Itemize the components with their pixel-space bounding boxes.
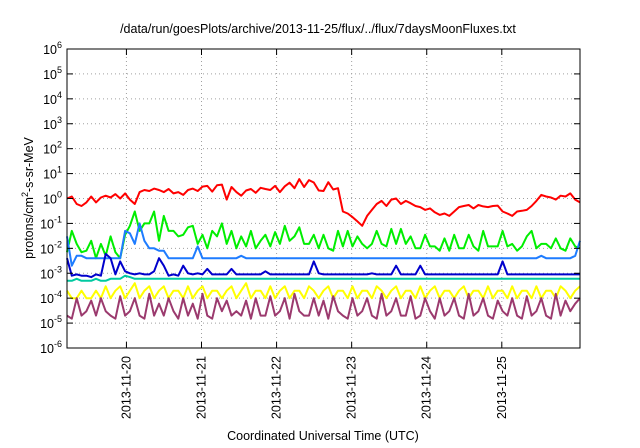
y-tick-exponent: 2 [57,140,62,150]
x-axis-label: Coordinated Universal Time (UTC) [227,429,419,443]
data-series [66,178,581,320]
y-axis-label-superscript: 2 [20,192,30,197]
y-axis-label-rest: -s-sr-MeV [22,136,36,192]
y-tick-label: 10-2 [40,239,62,256]
series-line-6 [66,282,581,300]
series-line-1 [66,178,581,227]
y-tick-exponent: 6 [57,40,62,50]
series-line-7 [66,292,581,320]
y-tick-label: 103 [43,115,62,132]
y-tick-base: 10 [43,68,57,82]
y-tick-label: 10-6 [40,339,62,356]
y-axis-label: protons/cm2-s-sr-MeV [20,136,36,258]
y-tick-base: 10 [43,193,57,207]
y-tick-base: 10 [40,292,54,306]
y-tick-exponent: 0 [57,190,62,200]
y-tick-label: 10-3 [40,264,62,281]
y-tick-exponent: 5 [57,65,62,75]
series-line-4 [66,252,580,279]
y-tick-label: 10-4 [40,289,62,306]
y-tick-base: 10 [43,43,57,57]
y-tick-exponent: 3 [57,115,62,125]
series-line-3 [66,222,581,267]
axis-ticks [67,48,580,349]
y-tick-base: 10 [40,317,54,331]
y-axis-label-base: protons/cm [22,197,36,259]
y-tick-base: 10 [43,143,57,157]
y-tick-label: 102 [43,140,62,157]
x-tick-label: 2013-11-21 [195,356,209,419]
x-tick-label: 2013-11-22 [270,356,284,419]
y-tick-base: 10 [40,242,54,256]
y-tick-exponent: -1 [54,214,62,224]
y-tick-base: 10 [40,217,54,231]
y-tick-base: 10 [43,168,57,182]
y-tick-label: 100 [43,190,62,207]
y-tick-labels: 10-610-510-410-310-210-11001011021031041… [40,40,62,356]
y-tick-label: 101 [43,165,62,182]
y-tick-exponent: -3 [54,264,62,274]
y-tick-label: 10-5 [40,314,62,331]
x-tick-label: 2013-11-23 [345,356,359,419]
grid-lines [67,49,580,348]
y-tick-label: 105 [43,65,62,82]
y-tick-exponent: -5 [54,314,62,324]
y-tick-exponent: -2 [54,239,62,249]
y-tick-exponent: -4 [54,289,62,299]
chart-title: /data/run/goesPlots/archive/2013-11-25/f… [120,22,516,36]
x-tick-label: 2013-11-24 [420,356,434,419]
y-tick-label: 10-1 [40,214,62,231]
x-tick-label: 2013-11-25 [495,356,509,419]
y-tick-base: 10 [43,93,57,107]
y-tick-exponent: 4 [57,90,62,100]
y-tick-base: 10 [40,342,54,356]
x-tick-labels: 2013-11-20 2013-11-21 2013-11-22 2013-11-23… [119,356,508,419]
series-line-2 [66,210,581,260]
y-tick-base: 10 [40,267,54,281]
y-tick-label: 106 [43,40,62,57]
series-line-5 [67,274,580,282]
y-tick-label: 104 [43,90,62,107]
y-tick-exponent: 1 [57,165,62,175]
y-tick-base: 10 [43,118,57,132]
y-tick-exponent: -6 [54,339,62,349]
x-tick-label: 2013-11-20 [119,356,133,419]
